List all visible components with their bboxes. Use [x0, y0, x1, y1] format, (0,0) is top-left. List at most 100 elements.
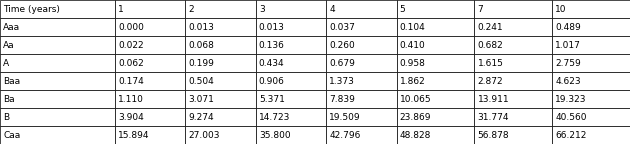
Text: 14.723: 14.723	[259, 112, 290, 122]
Bar	[185, 0, 256, 18]
Bar	[396, 90, 474, 108]
Bar	[115, 72, 185, 90]
Bar	[552, 54, 630, 72]
Bar	[256, 72, 326, 90]
Text: 0.906: 0.906	[259, 76, 285, 86]
Bar	[185, 90, 256, 108]
Text: 1: 1	[118, 4, 123, 14]
Text: Time (years): Time (years)	[3, 4, 60, 14]
Bar	[474, 36, 552, 54]
Text: Baa: Baa	[3, 76, 20, 86]
Bar	[256, 0, 326, 18]
Bar	[115, 54, 185, 72]
Text: 0.013: 0.013	[188, 22, 214, 32]
Bar	[552, 72, 630, 90]
Bar	[185, 36, 256, 54]
Bar	[396, 18, 474, 36]
Text: 5: 5	[399, 4, 406, 14]
Text: 15.894: 15.894	[118, 130, 149, 140]
Text: B: B	[3, 112, 9, 122]
Bar	[474, 108, 552, 126]
Bar	[396, 108, 474, 126]
Bar	[185, 18, 256, 36]
Text: Caa: Caa	[3, 130, 20, 140]
Bar	[115, 108, 185, 126]
Text: 0.136: 0.136	[259, 40, 285, 50]
Text: 31.774: 31.774	[478, 112, 509, 122]
Text: 0.199: 0.199	[188, 58, 214, 68]
Bar	[0, 126, 115, 144]
Text: 9.274: 9.274	[188, 112, 214, 122]
Text: 0.062: 0.062	[118, 58, 144, 68]
Bar	[474, 72, 552, 90]
Text: 19.323: 19.323	[555, 94, 587, 104]
Bar	[396, 54, 474, 72]
Text: 23.869: 23.869	[399, 112, 431, 122]
Text: Aa: Aa	[3, 40, 14, 50]
Bar	[115, 0, 185, 18]
Bar	[326, 18, 396, 36]
Bar	[185, 54, 256, 72]
Text: 0.013: 0.013	[259, 22, 285, 32]
Text: 56.878: 56.878	[478, 130, 509, 140]
Text: 0.104: 0.104	[399, 22, 425, 32]
Text: 3: 3	[259, 4, 265, 14]
Bar	[326, 126, 396, 144]
Text: 7: 7	[478, 4, 483, 14]
Text: 5.371: 5.371	[259, 94, 285, 104]
Bar	[115, 18, 185, 36]
Bar	[256, 36, 326, 54]
Bar	[115, 36, 185, 54]
Bar	[0, 18, 115, 36]
Text: 7.839: 7.839	[329, 94, 355, 104]
Bar	[0, 108, 115, 126]
Text: 0.037: 0.037	[329, 22, 355, 32]
Bar	[0, 54, 115, 72]
Text: 0.174: 0.174	[118, 76, 144, 86]
Bar	[552, 90, 630, 108]
Text: 0.068: 0.068	[188, 40, 214, 50]
Bar	[326, 0, 396, 18]
Bar	[115, 126, 185, 144]
Text: 66.212: 66.212	[555, 130, 587, 140]
Bar	[256, 108, 326, 126]
Text: 0.682: 0.682	[478, 40, 503, 50]
Text: 1.110: 1.110	[118, 94, 144, 104]
Bar	[396, 72, 474, 90]
Text: 0.504: 0.504	[188, 76, 214, 86]
Text: 2.759: 2.759	[555, 58, 581, 68]
Text: 10: 10	[555, 4, 567, 14]
Text: 4: 4	[329, 4, 335, 14]
Text: 1.373: 1.373	[329, 76, 355, 86]
Bar	[552, 36, 630, 54]
Bar	[474, 0, 552, 18]
Text: 19.509: 19.509	[329, 112, 361, 122]
Bar	[326, 54, 396, 72]
Bar	[0, 90, 115, 108]
Text: 42.796: 42.796	[329, 130, 360, 140]
Bar	[256, 90, 326, 108]
Text: 1.862: 1.862	[399, 76, 425, 86]
Text: 10.065: 10.065	[399, 94, 432, 104]
Bar	[0, 0, 115, 18]
Bar	[256, 18, 326, 36]
Text: 48.828: 48.828	[399, 130, 431, 140]
Bar	[396, 36, 474, 54]
Bar	[256, 54, 326, 72]
Text: 1.615: 1.615	[478, 58, 503, 68]
Bar	[474, 126, 552, 144]
Bar	[326, 90, 396, 108]
Text: 0.434: 0.434	[259, 58, 285, 68]
Bar	[256, 126, 326, 144]
Text: 2: 2	[188, 4, 194, 14]
Bar	[185, 126, 256, 144]
Text: 2.872: 2.872	[478, 76, 503, 86]
Bar	[396, 0, 474, 18]
Bar	[185, 72, 256, 90]
Bar	[326, 108, 396, 126]
Bar	[326, 72, 396, 90]
Text: 4.623: 4.623	[555, 76, 581, 86]
Bar	[326, 36, 396, 54]
Bar	[552, 126, 630, 144]
Bar	[0, 72, 115, 90]
